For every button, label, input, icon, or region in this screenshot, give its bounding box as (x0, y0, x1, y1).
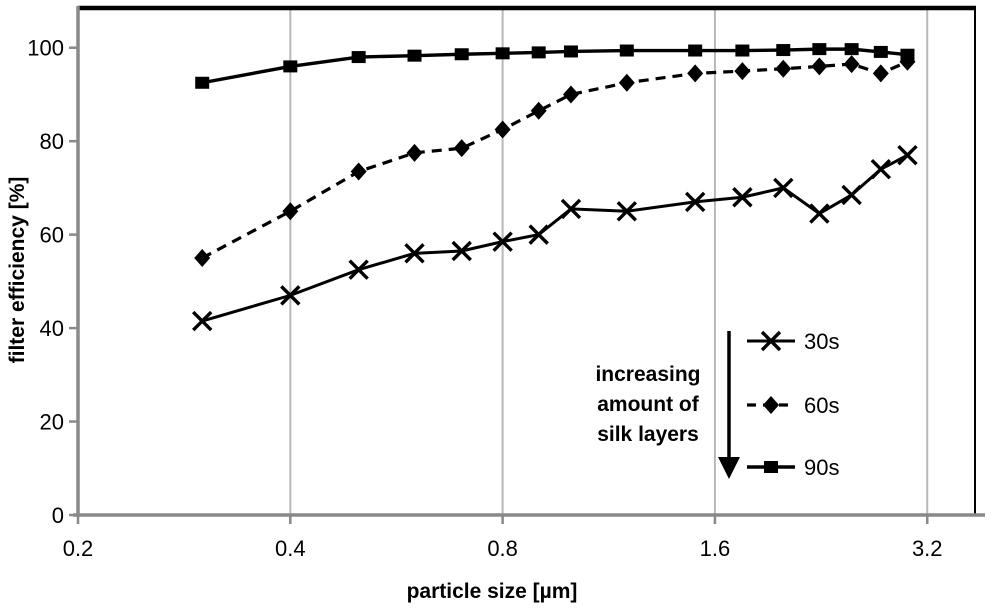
square-marker-icon (283, 60, 298, 73)
x-marker-icon (451, 240, 472, 262)
square-marker-icon (531, 46, 546, 59)
x-marker-icon (760, 330, 782, 352)
down-arrow-icon (718, 331, 740, 479)
series-line-60s (201, 60, 909, 260)
square-marker-icon (563, 45, 578, 58)
y-tick-label: 40 (40, 316, 64, 341)
gridline-layer (289, 8, 929, 515)
y-axis-title: filter efficiency [%] (6, 177, 29, 364)
annotation-line-3: silk layers (597, 423, 699, 446)
series-layer (191, 43, 918, 332)
y-tick-label: 100 (27, 36, 64, 61)
square-marker-icon (351, 51, 366, 64)
square-marker-icon (407, 49, 422, 62)
diamond-marker-icon (530, 101, 547, 120)
plot-frame-layer: 0 20 40 60 80 100 0.2 0.4 0.8 1.6 3.2 (27, 5, 985, 561)
square-marker-icon (735, 44, 750, 57)
diamond-marker-icon (734, 62, 751, 81)
diamond-marker-icon (282, 202, 299, 221)
annotation-silk-layers: increasing amount of silk layers (595, 363, 700, 446)
legend-label-60s: 60s (804, 393, 839, 418)
x-marker-icon (870, 159, 892, 180)
series-line-30s (201, 153, 909, 323)
diamond-marker-icon (618, 73, 635, 92)
series-line-90s (201, 47, 908, 85)
legend-entry-30s: 30s (747, 329, 839, 354)
y-tick-label: 80 (40, 129, 64, 154)
x-marker-icon (841, 184, 862, 206)
square-marker-icon (495, 47, 510, 60)
diamond-marker-icon (872, 64, 889, 83)
x-tick-label: 0.4 (275, 536, 306, 561)
x-marker-icon (560, 198, 582, 220)
x-axis-title: particle size [µm] (407, 580, 578, 603)
square-marker-icon (619, 44, 634, 57)
square-marker-icon (454, 48, 469, 61)
y-tick-label: 0 (52, 503, 64, 528)
legend-entry-90s: 90s (747, 455, 839, 480)
square-marker-icon (900, 48, 915, 61)
square-marker-icon (195, 76, 210, 89)
square-marker-icon (873, 45, 888, 58)
diamond-marker-icon (562, 85, 579, 104)
diamond-marker-icon (194, 248, 211, 267)
diamond-marker-icon (494, 120, 511, 139)
diamond-marker-icon (350, 162, 367, 181)
x-marker-icon (809, 203, 830, 224)
legend-label-90s: 90s (804, 455, 839, 480)
x-marker-icon (897, 144, 918, 166)
square-marker-icon (764, 461, 778, 473)
y-tick-label: 20 (40, 410, 64, 435)
annotation-line-2: amount of (597, 393, 699, 416)
diamond-marker-icon (687, 64, 704, 83)
square-marker-icon (844, 43, 859, 56)
x-marker-icon (773, 177, 794, 199)
x-marker-icon (528, 224, 549, 245)
diamond-marker-icon (775, 59, 792, 78)
x-tick-label: 3.2 (912, 536, 943, 561)
x-tick-label: 0.2 (63, 536, 94, 561)
x-tick-label: 0.8 (487, 536, 518, 561)
diamond-marker-icon (406, 143, 423, 162)
x-marker-icon (732, 187, 753, 208)
x-tick-label: 1.6 (700, 536, 731, 561)
x-marker-icon (684, 191, 706, 213)
annotation-line-1: increasing (595, 363, 700, 386)
legend-entry-60s: 60s (747, 393, 839, 418)
x-marker-icon (492, 231, 513, 252)
square-marker-icon (776, 44, 791, 57)
diamond-marker-icon (843, 55, 860, 74)
diamond-marker-icon (811, 57, 828, 76)
diamond-marker-icon (453, 139, 470, 158)
square-marker-icon (688, 44, 703, 57)
legend-label-30s: 30s (804, 329, 839, 354)
x-marker-icon (191, 310, 213, 332)
x-marker-icon (616, 201, 638, 222)
x-marker-icon (280, 285, 301, 306)
x-marker-icon (404, 243, 425, 264)
legend: 30s 60s 90s (747, 329, 839, 480)
diamond-marker-icon (763, 396, 779, 414)
y-tick-label: 60 (40, 223, 64, 248)
x-marker-icon (348, 259, 369, 280)
square-marker-icon (812, 43, 827, 56)
